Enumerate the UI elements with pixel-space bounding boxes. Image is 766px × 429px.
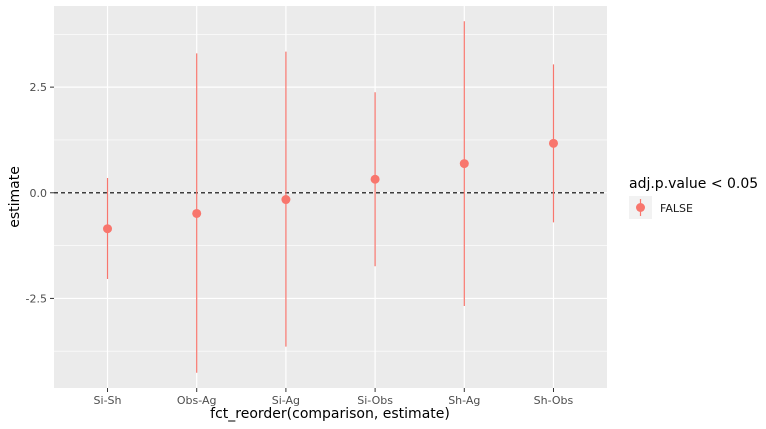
legend: adj.p.value < 0.05 FALSE [629,176,758,219]
estimate-point [192,208,202,218]
estimate-point [459,159,469,169]
estimate-point [370,174,380,184]
x-tick-label: Sh-Ag [448,394,480,407]
legend-title: adj.p.value < 0.05 [629,176,758,192]
estimate-point [281,195,291,205]
x-tick-label: Si-Ag [272,394,300,407]
legend-label: FALSE [660,202,693,215]
estimate-point [103,224,113,234]
y-tick-label: -2.5 [26,292,47,305]
x-tick-label: Sh-Obs [534,394,574,407]
y-axis-title: estimate [7,166,23,228]
y-tick-label: 2.5 [30,81,48,94]
x-tick-label: Si-Obs [357,394,393,407]
x-tick-label: Si-Sh [94,394,122,407]
x-tick-label: Obs-Ag [177,394,217,407]
x-axis-ticks: Si-Sh Obs-Ag Si-Ag Si-Obs Sh-Ag Sh-Obs [94,388,574,407]
minor-gridlines [54,34,607,352]
estimate-point [548,138,558,148]
y-tick-label: 0.0 [30,187,48,200]
plot-panel [54,6,607,388]
legend-key-point [636,203,645,212]
y-axis-ticks: -2.5 0.0 2.5 [26,81,54,305]
data-marks [103,21,558,373]
x-axis-title: fct_reorder(comparison, estimate) [210,406,450,422]
